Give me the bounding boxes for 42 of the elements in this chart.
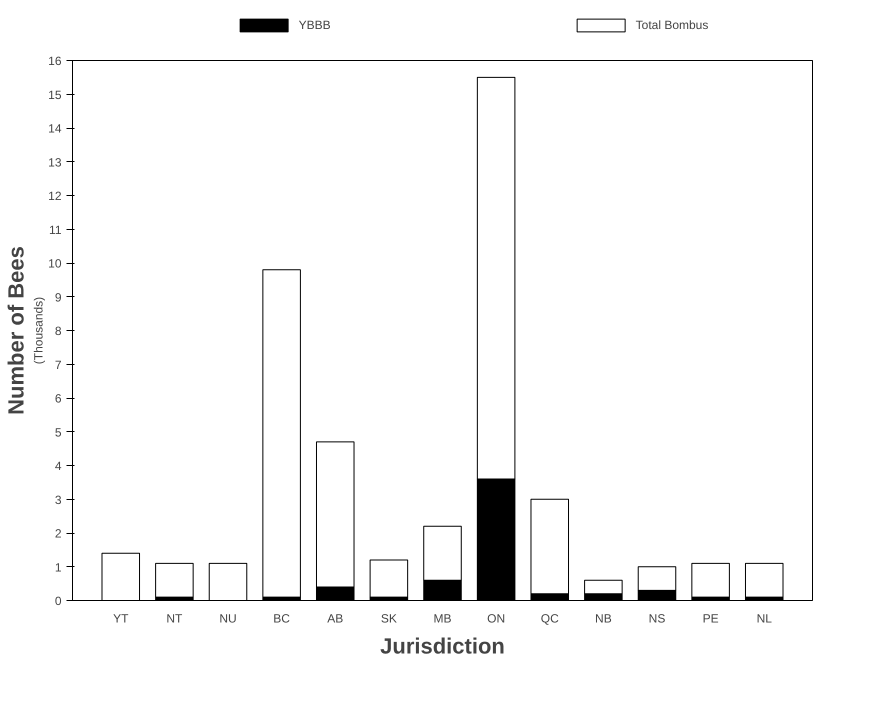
x-tick-label: YT (113, 612, 130, 626)
y-tick-label: 15 (48, 88, 62, 102)
x-tick-label: NT (166, 612, 184, 626)
bar (744, 562, 784, 598)
bar (101, 552, 140, 600)
legend-label: YBBB (298, 18, 331, 32)
x-tick-label: BC (273, 612, 290, 626)
y-tick-label: 13 (48, 155, 62, 170)
x-tick-label: MB (434, 612, 452, 626)
y-tick-label: 1 (54, 560, 62, 574)
x-tick-label: NS (648, 612, 666, 626)
y-tick-label: 3 (54, 492, 62, 507)
x-axis-title: Jurisdiction (380, 634, 505, 658)
y-tick-label: 0 (54, 594, 62, 608)
bar (208, 562, 248, 600)
y-tick-label: 14 (48, 122, 62, 136)
y-axis-title: Number of Bees (4, 246, 28, 415)
x-tick-label: ON (487, 612, 506, 626)
x-tick-label: SK (380, 612, 397, 626)
y-tick-label: 9 (54, 290, 62, 304)
y-tick-label: 10 (48, 256, 62, 270)
y-tick-label: 2 (54, 526, 62, 540)
y-tick-label: 7 (54, 358, 62, 372)
bar (370, 560, 408, 598)
x-tick-label: NU (219, 612, 237, 626)
y-tick-label: 12 (48, 189, 62, 203)
bar (691, 562, 730, 598)
y-tick-label: 5 (54, 425, 62, 440)
y-tick-label: 8 (54, 324, 62, 338)
x-tick-label: NL (756, 612, 772, 626)
text: (Thousands) (32, 296, 46, 364)
x-tick-label: AB (327, 612, 344, 626)
y-tick-label: 16 (48, 54, 62, 68)
y-tick-label: 6 (54, 392, 62, 406)
x-tick-label: QC (540, 612, 560, 626)
y-tick-label: 4 (54, 459, 62, 473)
bar (262, 269, 301, 598)
bar (155, 562, 194, 598)
x-tick-label: NB (595, 612, 612, 626)
y-tick-label: 11 (49, 222, 62, 237)
x-tick-label: PE (702, 612, 719, 626)
legend-label: Total Bombus (636, 18, 708, 32)
